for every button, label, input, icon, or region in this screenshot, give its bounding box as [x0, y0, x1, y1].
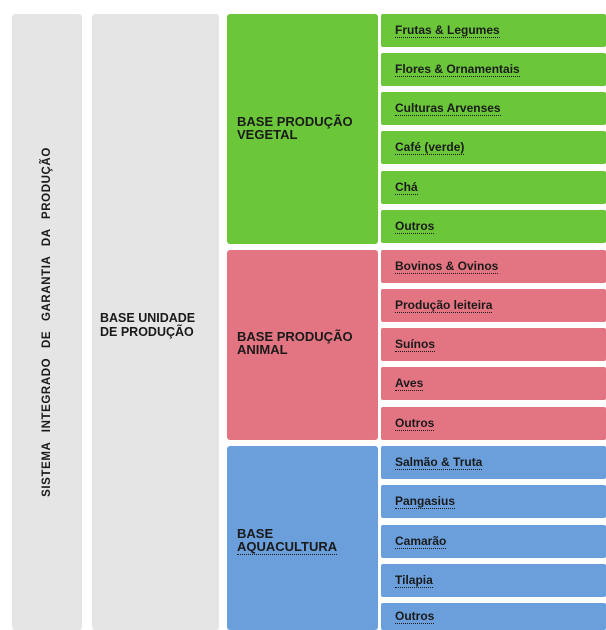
item-tilapia[interactable]: Tilapia — [381, 564, 606, 597]
item-label[interactable]: Suínos — [395, 336, 436, 352]
item-pangasius[interactable]: Pangasius — [381, 485, 606, 518]
item-label[interactable]: Flores & Ornamentais — [395, 61, 520, 77]
item-cafe-verde[interactable]: Café (verde) — [381, 131, 606, 164]
item-cha[interactable]: Chá — [381, 171, 606, 204]
item-culturas-arvenses[interactable]: Culturas Arvenses — [381, 92, 606, 125]
base-animal-block: BASE PRODUÇÃO ANIMAL — [227, 250, 378, 440]
base-vegetal-block: BASE PRODUÇÃO VEGETAL — [227, 14, 378, 244]
item-label[interactable]: Camarão — [395, 533, 447, 549]
system-label: SISTEMA INTEGRADO DE GARANTIA DA PRODUÇÃ… — [41, 147, 53, 497]
item-label[interactable]: Chá — [395, 179, 418, 195]
base-vegetal-label: BASE PRODUÇÃO VEGETAL — [237, 114, 353, 142]
item-bovinos-ovinos[interactable]: Bovinos & Ovinos — [381, 250, 606, 283]
item-label[interactable]: Bovinos & Ovinos — [395, 258, 499, 274]
item-flores-ornamentais[interactable]: Flores & Ornamentais — [381, 53, 606, 86]
item-label[interactable]: Café (verde) — [395, 139, 465, 155]
item-label[interactable]: Aves — [395, 375, 424, 391]
system-column — [12, 14, 82, 630]
item-aves[interactable]: Aves — [381, 367, 606, 400]
item-label[interactable]: Pangasius — [395, 493, 456, 509]
base-aqua-block: BASE AQUACULTURA — [227, 446, 378, 630]
item-label[interactable]: Tilapia — [395, 572, 433, 588]
item-label[interactable]: Outros — [395, 415, 435, 431]
item-producao-leiteira[interactable]: Produção leiteira — [381, 289, 606, 322]
production-unit-column — [92, 14, 219, 630]
base-aqua-label-line2[interactable]: AQUACULTURA — [237, 539, 338, 555]
item-vegetal-outros[interactable]: Outros — [381, 210, 606, 243]
base-aqua-label: BASE AQUACULTURA — [237, 526, 377, 555]
item-camarao[interactable]: Camarão — [381, 525, 606, 558]
base-animal-label: BASE PRODUÇÃO ANIMAL — [237, 329, 353, 357]
item-label[interactable]: Produção leiteira — [395, 297, 493, 313]
item-suinos[interactable]: Suínos — [381, 328, 606, 361]
item-label[interactable]: Frutas & Legumes — [395, 22, 500, 38]
production-unit-label: BASE UNIDADE DE PRODUÇÃO — [100, 311, 196, 339]
item-frutas-legumes[interactable]: Frutas & Legumes — [381, 14, 606, 47]
item-salmao-truta[interactable]: Salmão & Truta — [381, 446, 606, 479]
item-label[interactable]: Outros — [395, 218, 435, 234]
item-animal-outros[interactable]: Outros — [381, 407, 606, 440]
base-aqua-label-line1: BASE — [237, 526, 274, 541]
item-label[interactable]: Culturas Arvenses — [395, 100, 501, 116]
item-aqua-outros[interactable]: Outros — [381, 603, 606, 630]
item-label[interactable]: Outros — [395, 608, 435, 624]
item-label[interactable]: Salmão & Truta — [395, 454, 483, 470]
